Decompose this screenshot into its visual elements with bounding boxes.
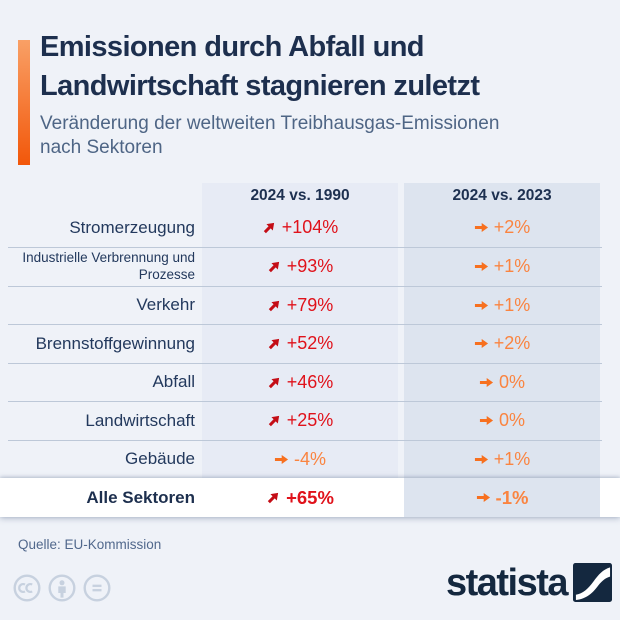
- column-header-1990: 2024 vs. 1990: [202, 183, 398, 208]
- header-spacer: [0, 183, 197, 208]
- table-row-total: Alle Sektoren +65% -1%: [0, 478, 620, 517]
- up-right-arrow-icon: [266, 490, 281, 505]
- table-row: Stromerzeugung +104% +2%: [0, 208, 620, 247]
- statista-logo[interactable]: statista: [446, 563, 612, 607]
- table-row: Industrielle Verbrennung und Prozesse +9…: [0, 247, 620, 286]
- title-line-2: Landwirtschaft stagnieren zuletzt: [40, 70, 480, 102]
- value-vs-1990: +25%: [286, 410, 334, 430]
- row-divider: [8, 247, 602, 248]
- value-vs-1990: +65%: [286, 486, 334, 508]
- up-right-arrow-icon: [267, 413, 282, 428]
- table-row: Gebäude -4% +1%: [0, 440, 620, 478]
- value-vs-2023: -1%: [495, 486, 529, 508]
- column-header-2023: 2024 vs. 2023: [404, 183, 600, 208]
- statista-wordmark: statista: [445, 562, 569, 604]
- right-arrow-icon: [479, 413, 494, 428]
- row-divider: [8, 363, 602, 364]
- value-vs-1990: +93%: [286, 256, 334, 276]
- value-vs-1990: +79%: [286, 294, 334, 315]
- table-row: Abfall +46% 0%: [0, 363, 620, 401]
- up-right-arrow-icon: [267, 298, 282, 313]
- right-arrow-icon: [274, 452, 289, 467]
- accent-bar: [18, 40, 30, 165]
- row-divider: [8, 286, 602, 287]
- row-label: Abfall: [152, 372, 195, 391]
- cc-no-derivatives-icon[interactable]: [82, 573, 112, 608]
- value-vs-2023: +2%: [493, 217, 531, 237]
- cc-attribution-icon[interactable]: [47, 573, 77, 608]
- value-vs-1990: +104%: [281, 217, 339, 237]
- right-arrow-icon: [479, 375, 494, 390]
- value-vs-2023: 0%: [498, 410, 525, 430]
- row-label: Verkehr: [136, 295, 195, 314]
- row-label: Gebäude: [125, 449, 195, 468]
- subtitle-line-2: nach Sektoren: [40, 137, 163, 158]
- value-vs-2023: +1%: [493, 448, 531, 469]
- subtitle: Veränderung der weltweiten Treibhausgas-…: [40, 112, 499, 160]
- table-header-row: 2024 vs. 1990 2024 vs. 2023: [0, 183, 620, 208]
- right-arrow-icon: [474, 336, 489, 351]
- row-label: Brennstoffgewinnung: [35, 333, 195, 353]
- statista-swoosh-icon: [573, 563, 612, 607]
- value-vs-2023: +1%: [493, 294, 531, 315]
- row-label: Stromerzeugung: [69, 217, 195, 237]
- emissions-table: 2024 vs. 1990 2024 vs. 2023 Stromerzeugu…: [0, 183, 620, 517]
- table-row: Landwirtschaft +25% 0%: [0, 401, 620, 440]
- row-divider: [8, 401, 602, 402]
- up-right-arrow-icon: [267, 259, 282, 274]
- up-right-arrow-icon: [267, 336, 282, 351]
- row-label: Landwirtschaft: [85, 410, 195, 430]
- right-arrow-icon: [476, 490, 491, 505]
- title-line-1: Emissionen durch Abfall und: [40, 31, 425, 63]
- value-vs-2023: 0%: [498, 371, 525, 392]
- right-arrow-icon: [474, 259, 489, 274]
- cc-license-icons: [12, 573, 112, 608]
- value-vs-2023: +2%: [493, 333, 531, 353]
- right-arrow-icon: [474, 452, 489, 467]
- table-row: Brennstoffgewinnung +52% +2%: [0, 324, 620, 363]
- value-vs-1990: +46%: [286, 371, 334, 392]
- table-row: Verkehr +79% +1%: [0, 286, 620, 324]
- right-arrow-icon: [474, 298, 489, 313]
- row-divider: [8, 440, 602, 441]
- right-arrow-icon: [474, 220, 489, 235]
- subtitle-line-1: Veränderung der weltweiten Treibhausgas-…: [40, 113, 500, 134]
- row-divider: [8, 324, 602, 325]
- value-vs-2023: +1%: [493, 256, 531, 276]
- value-vs-1990: +52%: [286, 333, 334, 353]
- page-title: Emissionen durch Abfall und Landwirtscha…: [40, 28, 480, 106]
- value-vs-1990: -4%: [293, 448, 326, 469]
- source-text: Quelle: EU-Kommission: [18, 537, 162, 552]
- up-right-arrow-icon: [267, 375, 282, 390]
- up-right-arrow-icon: [262, 220, 277, 235]
- row-label: Industrielle Verbrennung und Prozesse: [22, 250, 195, 282]
- cc-icon[interactable]: [12, 573, 42, 608]
- row-label: Alle Sektoren: [86, 487, 195, 507]
